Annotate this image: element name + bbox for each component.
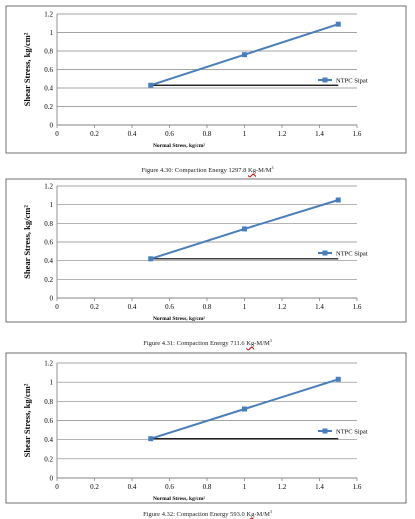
y-tick-label: 1 — [50, 379, 54, 387]
x-tick-label: 0 — [55, 303, 59, 311]
caption-exponent: 3 — [269, 338, 272, 343]
y-axis-title: Shear Stress, kg/cm² — [22, 383, 32, 457]
y-tick-label: 0 — [50, 295, 54, 303]
x-tick-label: 0.2 — [90, 130, 99, 138]
legend-label: NTPC Sipat — [336, 251, 368, 258]
x-tick-label: 0.8 — [203, 130, 212, 138]
y-tick-label: 0.4 — [44, 257, 53, 265]
data-point — [335, 376, 341, 382]
x-tick-label: 0.4 — [128, 483, 137, 491]
y-tick-label: 0.2 — [44, 455, 53, 463]
x-tick-label: 1.2 — [278, 130, 287, 138]
caption-exponent: 3 — [271, 165, 274, 170]
y-tick-label: 0.2 — [44, 276, 53, 284]
x-tick-label: 1 — [243, 130, 247, 138]
caption-unit-b: -M/M — [254, 340, 270, 348]
caption-unit-a: Kg — [246, 511, 255, 519]
x-axis-title: Normal Stress, kg/cm² — [153, 496, 205, 502]
y-tick-label: 1.2 — [44, 360, 53, 368]
y-tick-label: 0.6 — [44, 239, 53, 247]
y-tick-label: 0 — [50, 122, 54, 130]
figure-caption-2: Figure 4.31: Compaction Energy 711.6 Kg-… — [0, 338, 415, 347]
x-tick-label: 0.6 — [165, 130, 174, 138]
x-tick-label: 1.2 — [278, 303, 287, 311]
chart-2: 0 0.2 0.4 0.6 0.8 1 1.2 0 0.2 0.4 0.6 0.8 1 1.2 1.4 1.6… — [5, 178, 407, 323]
chart-1: 0 0.2 0.4 0.6 0.8 1 1.2 0 0.2 0.4 0.6 0.8 1 1.2 1.4 1.6… — [5, 5, 407, 154]
x-tick-label: 0.8 — [203, 483, 212, 491]
figure-caption-1: Figure 4.30: Compaction Energy 1297.8 Kg… — [0, 165, 415, 174]
chart-3: 0 0.2 0.4 0.6 0.8 1 1.2 0 0.2 0.4 0.6 0.8 1 1.2 1.4 1.6… — [5, 352, 407, 504]
y-tick-label: 0 — [50, 475, 54, 483]
x-tick-label: 0.2 — [90, 483, 99, 491]
legend-marker — [322, 428, 328, 434]
caption-unit-a: Kg — [248, 167, 256, 175]
data-point — [335, 197, 341, 203]
x-tick-label: 1.6 — [353, 130, 362, 138]
caption-text: Figure 4.31: Compaction Energy 711.6 — [143, 340, 247, 348]
y-tick-label: 0.8 — [44, 398, 53, 406]
caption-text: Figure 4.30: Compaction Energy 1297.8 — [141, 167, 249, 175]
x-tick-label: 0.4 — [128, 303, 137, 311]
x-tick-label: 1.2 — [278, 483, 287, 491]
figure-caption-3: Figure 4.32: Compaction Energy 593.0 Kg-… — [0, 509, 415, 518]
y-tick-label: 0.6 — [44, 66, 53, 74]
chart-panel-2: 0 0.2 0.4 0.6 0.8 1 1.2 0 0.2 0.4 0.6 0.8 1 1.2 1.4 1.6… — [0, 176, 415, 350]
x-axis-title: Normal Stress, kg/cm² — [153, 316, 205, 322]
y-tick-label: 1 — [50, 201, 54, 209]
caption-unit-a: Kg — [246, 340, 255, 348]
x-tick-label: 0.6 — [165, 483, 174, 491]
data-point — [148, 436, 154, 442]
x-axis-title: Normal Stress, kg/cm² — [153, 143, 205, 149]
y-tick-label: 1.2 — [44, 11, 53, 19]
x-tick-label: 1.6 — [353, 303, 362, 311]
legend-label: NTPC Sipat — [336, 429, 368, 436]
x-tick-label: 1.4 — [315, 483, 324, 491]
x-tick-label: 0.6 — [165, 303, 174, 311]
x-tick-label: 0 — [55, 130, 59, 138]
data-point — [242, 226, 247, 232]
caption-text: Figure 4.32: Compaction Energy 593.0 — [143, 511, 247, 519]
x-tick-label: 0.2 — [90, 303, 99, 311]
caption-unit-b: -M/M — [256, 167, 272, 175]
chart-panel-1: 0 0.2 0.4 0.6 0.8 1 1.2 0 0.2 0.4 0.6 0.8 1 1.2 1.4 1.6… — [0, 0, 415, 180]
y-tick-label: 0.4 — [44, 85, 53, 93]
chart-panel-3: 0 0.2 0.4 0.6 0.8 1 1.2 0 0.2 0.4 0.6 0.8 1 1.2 1.4 1.6… — [0, 350, 415, 519]
x-tick-label: 1.6 — [353, 483, 362, 491]
x-tick-label: 0 — [55, 483, 59, 491]
caption-unit-b: -M/M — [254, 511, 270, 519]
x-tick-label: 1.4 — [315, 130, 324, 138]
data-point — [148, 82, 154, 88]
legend-marker — [322, 250, 328, 256]
y-tick-label: 0.4 — [44, 436, 53, 444]
y-tick-label: 0.6 — [44, 417, 53, 425]
x-tick-label: 1 — [243, 483, 247, 491]
data-point — [242, 406, 247, 412]
x-tick-label: 0.8 — [203, 303, 212, 311]
y-tick-label: 0.2 — [44, 103, 53, 111]
x-tick-label: 1.4 — [315, 303, 324, 311]
y-tick-label: 1.2 — [44, 183, 53, 191]
y-axis-title: Shear Stress, kg/cm² — [22, 205, 32, 279]
data-point — [242, 52, 247, 58]
y-axis-title: Shear Stress, kg/cm² — [22, 32, 32, 106]
data-point — [335, 21, 341, 27]
data-point — [148, 256, 154, 262]
x-tick-label: 0.4 — [128, 130, 137, 138]
legend-marker — [322, 77, 328, 83]
y-tick-label: 0.8 — [44, 48, 53, 56]
legend-label: NTPC Sipat — [336, 78, 368, 85]
x-tick-label: 1 — [243, 303, 247, 311]
y-tick-label: 1 — [50, 29, 54, 37]
caption-exponent: 3 — [269, 509, 272, 514]
chart-frame — [5, 5, 407, 154]
y-tick-label: 0.8 — [44, 220, 53, 228]
